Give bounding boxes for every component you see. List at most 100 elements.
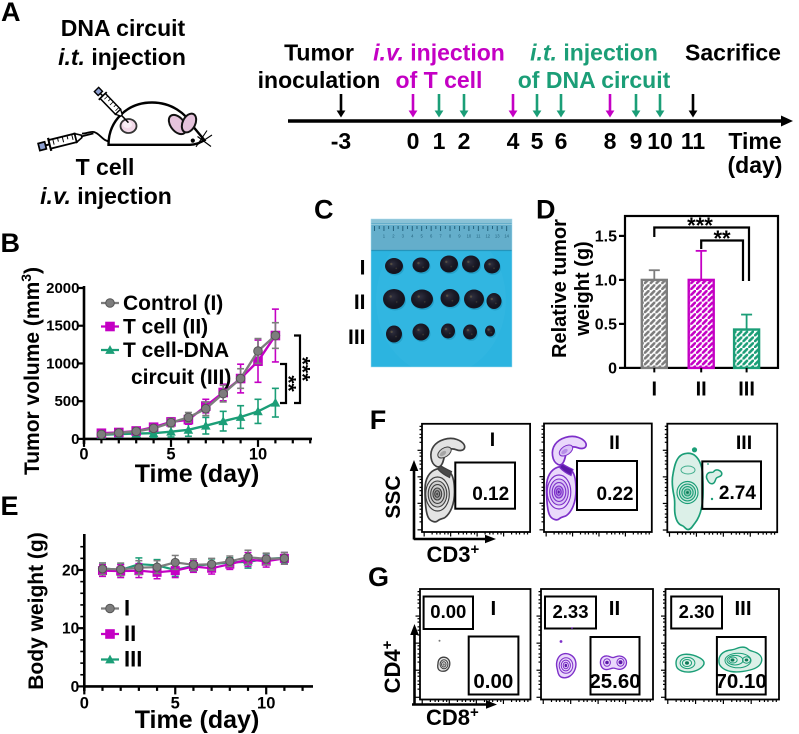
svg-text:0: 0 — [71, 431, 79, 448]
svg-text:0: 0 — [608, 360, 617, 377]
svg-text:***: *** — [687, 213, 713, 238]
svg-text:2.33: 2.33 — [552, 601, 588, 622]
svg-text:T cell: T cell — [76, 154, 135, 180]
svg-text:1500: 1500 — [46, 318, 79, 335]
svg-text:20: 20 — [62, 563, 79, 580]
svg-text:10: 10 — [257, 695, 275, 713]
svg-text:i.t. injection: i.t. injection — [58, 44, 186, 70]
svg-text:6: 6 — [555, 128, 568, 154]
svg-text:0.5: 0.5 — [595, 316, 617, 333]
svg-text:C: C — [314, 195, 334, 225]
svg-text:B: B — [1, 228, 21, 258]
svg-text:13: 13 — [495, 234, 500, 239]
svg-text:Tumor volume (mm3): Tumor volume (mm3) — [18, 267, 44, 475]
svg-text:circuit (III): circuit (III) — [131, 366, 231, 389]
svg-text:III: III — [124, 647, 142, 672]
svg-text:8: 8 — [604, 128, 617, 154]
svg-text:II: II — [124, 621, 136, 646]
svg-text:9: 9 — [458, 234, 461, 239]
svg-text:1: 1 — [433, 128, 446, 154]
svg-text:DNA circuit: DNA circuit — [61, 15, 186, 41]
svg-text:Relative tumor: Relative tumor — [549, 219, 571, 358]
svg-text:E: E — [1, 491, 19, 521]
svg-text:Time (day): Time (day) — [135, 706, 260, 734]
svg-text:Body weight (g): Body weight (g) — [25, 532, 48, 689]
svg-text:1.0: 1.0 — [595, 272, 617, 289]
svg-text:12: 12 — [485, 234, 490, 239]
svg-text:5: 5 — [531, 128, 544, 154]
svg-text:5: 5 — [421, 234, 424, 239]
svg-text:10: 10 — [467, 234, 472, 239]
svg-text:I: I — [360, 257, 366, 280]
svg-text:III: III — [736, 432, 752, 454]
svg-text:3: 3 — [402, 234, 405, 239]
svg-text:-3: -3 — [331, 128, 351, 154]
svg-text:10: 10 — [62, 621, 79, 638]
svg-text:(day): (day) — [728, 152, 783, 178]
svg-text:G: G — [368, 562, 389, 592]
svg-text:0: 0 — [79, 446, 88, 464]
svg-text:T cell-DNA: T cell-DNA — [123, 339, 229, 362]
svg-text:500: 500 — [54, 393, 79, 410]
svg-text:Time: Time — [728, 128, 781, 154]
svg-text:1000: 1000 — [46, 355, 79, 372]
svg-text:9: 9 — [630, 128, 643, 154]
svg-text:2: 2 — [458, 128, 471, 154]
svg-text:2000: 2000 — [46, 280, 79, 297]
svg-text:1: 1 — [383, 234, 386, 239]
svg-text:5: 5 — [171, 695, 180, 713]
svg-text:10: 10 — [647, 128, 673, 154]
svg-text:i.v. injection: i.v. injection — [40, 183, 172, 209]
svg-text:25.60: 25.60 — [589, 670, 640, 693]
svg-text:i.v. injection: i.v. injection — [373, 40, 505, 66]
svg-text:11: 11 — [681, 128, 706, 154]
svg-text:70.10: 70.10 — [716, 670, 767, 693]
svg-text:***: *** — [291, 357, 314, 382]
svg-text:II: II — [609, 432, 620, 454]
svg-text:14: 14 — [504, 234, 509, 239]
svg-text:of T cell: of T cell — [396, 67, 483, 93]
svg-text:II: II — [696, 378, 707, 400]
svg-text:A: A — [1, 0, 21, 27]
svg-text:2.30: 2.30 — [679, 601, 715, 622]
svg-text:**: ** — [277, 375, 300, 392]
svg-text:I: I — [652, 378, 658, 400]
svg-text:4: 4 — [411, 234, 414, 239]
svg-text:III: III — [738, 378, 755, 400]
svg-text:weight (g): weight (g) — [572, 241, 594, 336]
svg-text:6: 6 — [430, 234, 433, 239]
svg-text:4: 4 — [507, 128, 520, 154]
svg-text:0.22: 0.22 — [597, 484, 634, 505]
svg-text:II: II — [354, 291, 366, 314]
svg-text:I: I — [490, 429, 495, 451]
svg-text:Sacrifice: Sacrifice — [685, 40, 781, 66]
svg-text:5: 5 — [166, 446, 175, 464]
svg-text:T cell (II): T cell (II) — [123, 316, 208, 339]
svg-text:D: D — [536, 195, 556, 225]
svg-text:III: III — [348, 326, 366, 349]
svg-text:0.00: 0.00 — [473, 670, 513, 693]
svg-text:0.12: 0.12 — [472, 484, 509, 505]
svg-text:I: I — [124, 596, 130, 621]
svg-text:11: 11 — [476, 234, 481, 239]
svg-text:0: 0 — [71, 679, 80, 696]
svg-text:Tumor: Tumor — [284, 40, 354, 66]
svg-text:0: 0 — [80, 695, 89, 713]
svg-text:I: I — [491, 597, 497, 620]
svg-text:0: 0 — [407, 128, 420, 154]
svg-text:2.74: 2.74 — [719, 483, 756, 504]
svg-text:**: ** — [713, 226, 731, 251]
svg-text:7: 7 — [439, 234, 442, 239]
svg-text:10: 10 — [249, 446, 267, 464]
svg-text:1.5: 1.5 — [595, 228, 617, 245]
svg-text:F: F — [370, 405, 387, 435]
svg-text:Time (day): Time (day) — [135, 460, 260, 488]
svg-text:III: III — [734, 597, 751, 620]
svg-text:SSC: SSC — [382, 475, 405, 518]
svg-text:2: 2 — [392, 234, 395, 239]
svg-text:inoculation: inoculation — [258, 67, 381, 93]
svg-text:Control (I): Control (I) — [123, 292, 223, 315]
svg-text:0.00: 0.00 — [430, 601, 466, 622]
svg-text:II: II — [609, 597, 620, 620]
svg-text:of DNA circuit: of DNA circuit — [518, 67, 671, 93]
